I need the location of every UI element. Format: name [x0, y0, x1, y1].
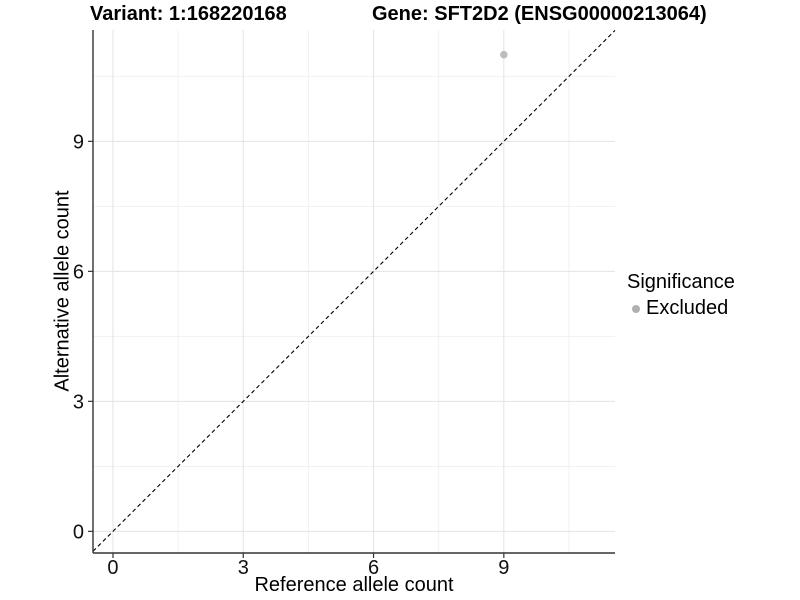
- legend-item-excluded: Excluded: [627, 297, 735, 320]
- y-tick-label: 9: [73, 131, 84, 153]
- x-tick-label: 0: [107, 557, 118, 579]
- gene-title: Gene: SFT2D2 (ENSG00000213064): [372, 3, 707, 25]
- y-tick-label: 6: [73, 261, 84, 283]
- legend: Significance Excluded: [627, 271, 735, 320]
- data-point: [500, 50, 508, 59]
- y-tick-label: 3: [73, 391, 84, 413]
- x-axis-title: Reference allele count: [254, 574, 454, 596]
- legend-item-label: Excluded: [646, 297, 729, 319]
- legend-title: Significance: [627, 271, 735, 293]
- legend-point-icon: [632, 304, 640, 313]
- y-axis-title: Alternative allele count: [51, 190, 74, 392]
- x-tick-label: 6: [368, 557, 379, 579]
- x-tick-label: 3: [238, 557, 249, 579]
- x-tick-label: 9: [498, 557, 509, 579]
- variant-title: Variant: 1:168220168: [90, 3, 287, 25]
- identity-dashed-line: [92, 30, 616, 552]
- y-tick-label: 0: [73, 521, 84, 543]
